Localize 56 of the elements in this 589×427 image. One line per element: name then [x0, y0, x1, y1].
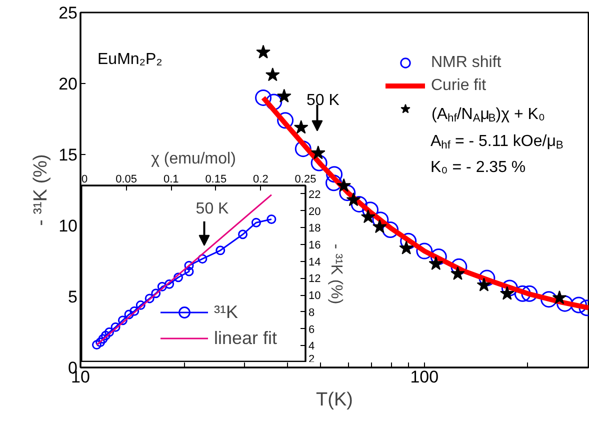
y-tick-label: 16	[308, 240, 321, 252]
y-axis-title: - ³¹K (%)	[30, 154, 52, 226]
y-tick-label: 25	[58, 4, 78, 22]
y-tick-label: 14	[308, 256, 321, 268]
point	[151, 288, 161, 298]
point	[100, 330, 110, 340]
y-tick-label: 20	[58, 74, 78, 94]
y-axis-title: - ³¹K (%)	[328, 244, 345, 304]
point	[174, 272, 184, 282]
point	[136, 300, 146, 310]
y-tick-label: 18	[308, 222, 321, 235]
y-tick-label: 22	[308, 188, 321, 201]
y-tick-label: 15	[58, 146, 78, 164]
point	[104, 327, 114, 337]
x-tick-label: 0.15	[205, 174, 227, 186]
point	[198, 254, 208, 264]
point	[92, 340, 102, 350]
point	[238, 230, 248, 240]
point	[251, 218, 261, 228]
point	[118, 316, 128, 326]
point	[144, 294, 154, 304]
annotation: 50 K	[306, 92, 340, 109]
point	[184, 266, 194, 276]
legend-label: Curie fit	[431, 76, 486, 96]
legend-label: NMR shift	[431, 52, 502, 72]
point	[98, 334, 108, 344]
y-tick-label: 6	[308, 324, 315, 336]
point	[96, 338, 106, 348]
x-axis-title: T(K)	[316, 390, 353, 410]
x-tick-label: 0.25	[294, 174, 316, 186]
point	[164, 279, 174, 289]
annotation: 50 K	[196, 200, 230, 218]
point	[110, 322, 120, 332]
y-tick-label: 10	[308, 290, 321, 302]
point	[157, 282, 167, 292]
y-tick-label: 4	[308, 340, 315, 353]
y-tick-label: 5	[68, 288, 78, 306]
legend-label: linear fit	[214, 326, 278, 350]
point	[184, 260, 194, 270]
x-tick-label: 100	[410, 368, 439, 386]
point	[216, 246, 226, 256]
x-axis-title: χ (emu/mol)	[151, 150, 236, 168]
y-tick-label: 8	[308, 306, 315, 319]
annotation: EuMn₂P₂	[98, 51, 162, 68]
y-tick-label: 20	[308, 206, 321, 218]
x-tick-label: 0.05	[116, 174, 138, 186]
x-tick-label: 0.2	[253, 174, 268, 186]
point	[130, 306, 140, 316]
point	[266, 214, 276, 224]
x-tick-label: 0	[82, 174, 88, 186]
y-tick-label: 10	[58, 216, 78, 236]
y-tick-label: 12	[308, 273, 321, 286]
legend-label: ³¹K	[214, 300, 238, 324]
point	[124, 310, 134, 320]
x-tick-label: 0.1	[163, 174, 179, 186]
annotation: K₀ = - 2.35 %	[430, 159, 526, 176]
